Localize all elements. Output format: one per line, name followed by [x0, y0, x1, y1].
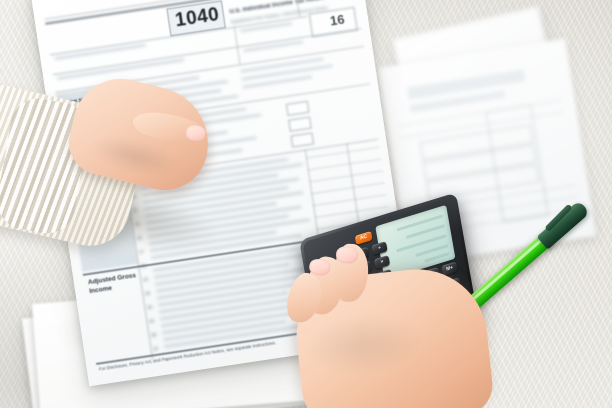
photo-scene: 1040 U.S. Individual Income Tax Return D…: [0, 0, 612, 408]
scene-light-wash: [0, 0, 612, 408]
